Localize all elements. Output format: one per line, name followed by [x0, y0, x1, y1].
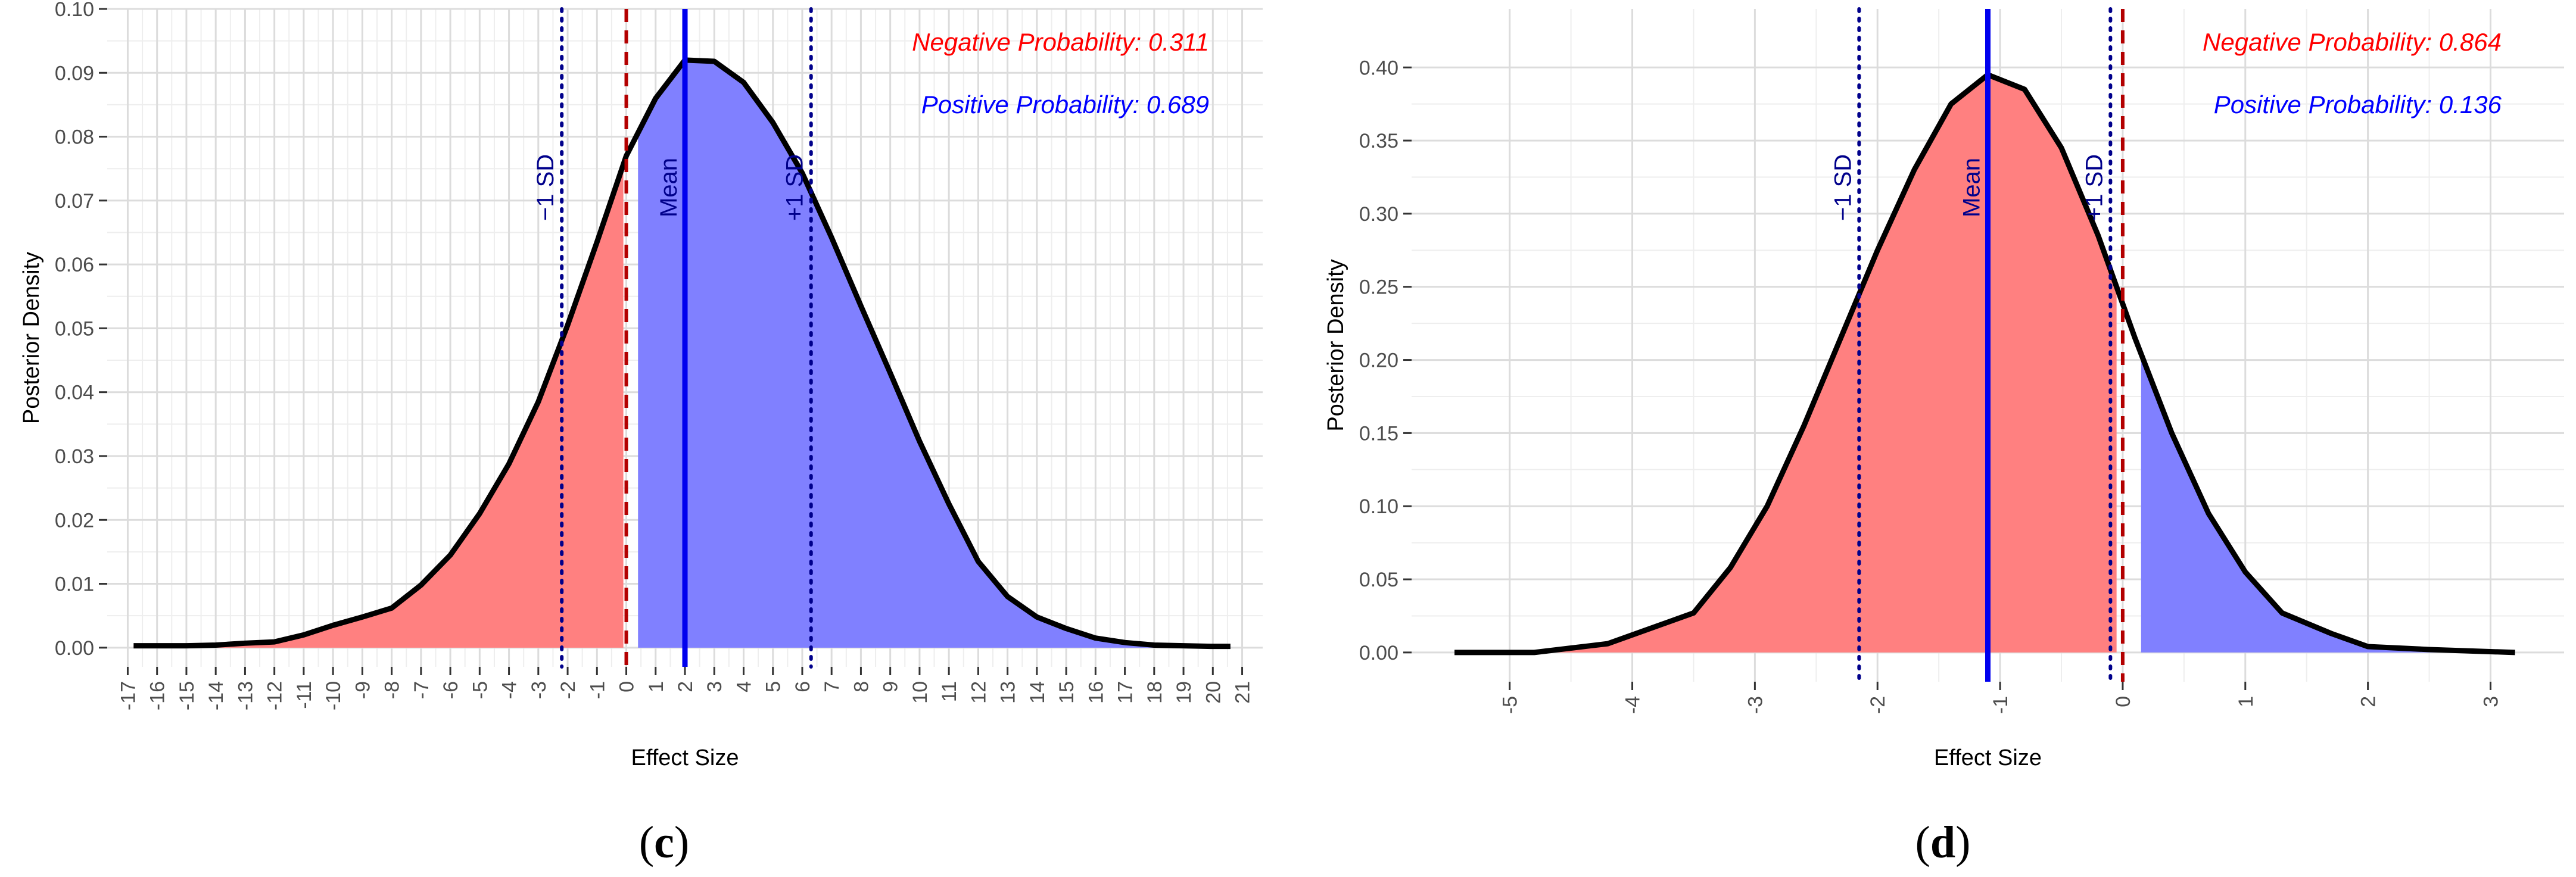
negative-probability-label: Negative Probability: 0.311: [912, 28, 1209, 56]
x-tick-label: -6: [440, 681, 462, 699]
y-tick-label: 0.35: [1359, 130, 1398, 152]
y-tick-label: 0.00: [55, 637, 94, 660]
negative-area: [1454, 74, 2117, 653]
x-tick-label: -13: [234, 681, 257, 710]
x-tick-label: 0: [2112, 696, 2135, 707]
y-tick-label: 0.20: [1359, 349, 1398, 372]
x-tick-label: 21: [1232, 681, 1254, 704]
x-tick-label: 2: [2357, 696, 2380, 707]
x-tick-label: 1: [645, 681, 668, 692]
x-tick-label: -2: [1867, 696, 1889, 714]
x-axis-title: Effect Size: [1934, 745, 2042, 770]
x-tick-label: -11: [293, 681, 316, 709]
y-tick-label: 0.03: [55, 445, 94, 468]
y-tick-label: 0.08: [55, 126, 94, 149]
x-axis-title: Effect Size: [631, 745, 739, 770]
mean-label: Mean: [656, 158, 682, 217]
mean-label: Mean: [1959, 158, 1985, 217]
x-tick-label: 19: [1173, 681, 1195, 704]
y-axis-title: Posterior Density: [19, 252, 44, 424]
y-tick-label: 0.10: [55, 0, 94, 21]
y-axis-title: Posterior Density: [1323, 259, 1348, 431]
plus-1sd-label: +1 SD: [782, 154, 808, 221]
x-tick-label: 13: [997, 681, 1020, 704]
minus-1sd-label: −1 SD: [532, 154, 559, 221]
x-tick-label: -7: [410, 681, 433, 699]
y-tick-label: 0.00: [1359, 642, 1398, 664]
y-tick-label: 0.07: [55, 190, 94, 213]
x-tick-label: 8: [850, 681, 873, 692]
x-tick-label: 2: [674, 681, 697, 692]
x-tick-label: -1: [586, 681, 609, 699]
x-tick-label: -15: [176, 681, 198, 710]
y-tick-label: 0.01: [55, 573, 94, 596]
y-tick-label: 0.09: [55, 62, 94, 85]
y-tick-label: 0.10: [1359, 495, 1398, 518]
positive-area: [638, 60, 1231, 648]
x-tick-label: 14: [1026, 681, 1049, 704]
y-tick-label: 0.40: [1359, 57, 1398, 79]
y-tick-label: 0.05: [1359, 569, 1398, 591]
minus-1sd-label: −1 SD: [1830, 154, 1856, 221]
y-tick-label: 0.02: [55, 509, 94, 532]
x-tick-label: 6: [792, 681, 814, 692]
density-curve: [133, 57, 1231, 650]
x-tick-label: -1: [1989, 696, 2012, 714]
x-tick-label: -3: [528, 681, 550, 699]
x-tick-label: 7: [821, 681, 843, 692]
x-tick-label: -5: [469, 681, 491, 699]
x-tick-label: 3: [703, 681, 726, 692]
y-tick-label: 0.30: [1359, 203, 1398, 226]
x-tick-label: 11: [938, 681, 961, 702]
positive-probability-label: Positive Probability: 0.689: [921, 90, 1209, 118]
y-tick-label: 0.15: [1359, 422, 1398, 445]
negative-probability-label: Negative Probability: 0.864: [2203, 28, 2502, 56]
x-tick-label: 18: [1144, 681, 1166, 704]
x-tick-label: -9: [351, 681, 374, 699]
x-tick-label: -3: [1744, 696, 1767, 714]
positive-probability-label: Positive Probability: 0.136: [2214, 90, 2502, 118]
density-curve: [1454, 72, 2515, 656]
positive-area: [2141, 354, 2515, 653]
x-tick-label: 16: [1085, 681, 1107, 704]
negative-area: [133, 164, 624, 648]
y-tick-label: 0.06: [55, 254, 94, 276]
panel-c: Mean −1 SD +1 SD Negative Probability: 0.31…: [19, 0, 1263, 770]
x-tick-label: 4: [733, 681, 755, 692]
panel-d: Mean −1 SD +1 SD Negative Probability: 0.86…: [1323, 7, 2564, 770]
x-tick-label: -4: [1622, 696, 1644, 714]
x-tick-label: -12: [264, 681, 286, 710]
x-tick-label: -8: [381, 681, 404, 699]
x-tick-label: 15: [1055, 681, 1078, 704]
x-tick-label: -14: [205, 681, 228, 710]
x-tick-label: 5: [762, 681, 785, 692]
x-tick-label: -16: [147, 681, 169, 710]
plus-1sd-label: +1 SD: [2081, 154, 2107, 221]
x-tick-label: 9: [880, 681, 902, 692]
x-tick-label: 1: [2235, 696, 2257, 707]
x-tick-label: 0: [616, 681, 638, 692]
y-tick-label: 0.25: [1359, 276, 1398, 299]
x-tick-label: -5: [1499, 696, 1522, 714]
x-tick-label: -10: [322, 681, 345, 710]
x-tick-label: 10: [909, 681, 932, 704]
x-tick-label: 3: [2480, 696, 2502, 707]
y-tick-label: 0.04: [55, 382, 94, 404]
x-tick-label: -2: [557, 681, 580, 699]
y-tick-label: 0.05: [55, 317, 94, 340]
x-tick-label: 17: [1114, 681, 1137, 704]
caption-d: (d): [1915, 817, 1971, 867]
x-tick-label: -4: [499, 681, 521, 699]
x-tick-label: 12: [967, 681, 990, 704]
x-tick-label: 20: [1202, 681, 1225, 704]
x-tick-label: -17: [117, 681, 139, 710]
caption-c: (c): [639, 817, 689, 867]
